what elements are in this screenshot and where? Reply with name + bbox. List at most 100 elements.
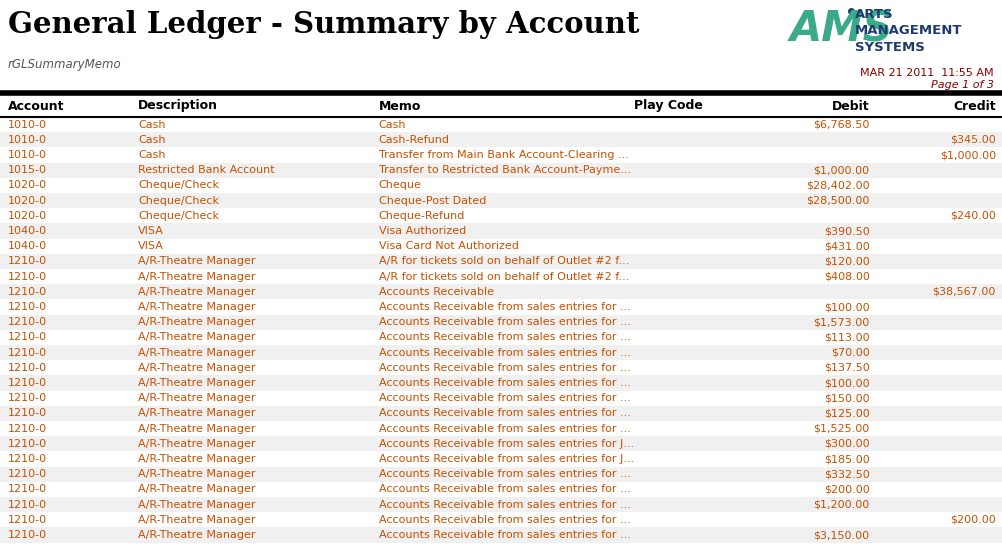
Text: Cash: Cash <box>138 135 165 145</box>
Text: Credit: Credit <box>953 100 996 113</box>
Text: Visa Authorized: Visa Authorized <box>379 226 466 236</box>
Text: $200.00: $200.00 <box>950 515 996 525</box>
Text: 1210-0: 1210-0 <box>8 530 47 540</box>
Text: $240.00: $240.00 <box>950 211 996 221</box>
Text: Visa Card Not Authorized: Visa Card Not Authorized <box>379 241 519 251</box>
Bar <box>0 95 1002 117</box>
Text: 1020-0: 1020-0 <box>8 211 47 221</box>
Bar <box>0 147 1002 163</box>
Text: Accounts Receivable from sales entries for ...: Accounts Receivable from sales entries f… <box>379 302 630 312</box>
Text: Transfer to Restricted Bank Account-Payme...: Transfer to Restricted Bank Account-Paym… <box>379 165 631 175</box>
Text: Description: Description <box>138 100 218 113</box>
Text: $113.00: $113.00 <box>824 332 870 342</box>
Bar <box>0 299 1002 314</box>
Text: A/R for tickets sold on behalf of Outlet #2 f...: A/R for tickets sold on behalf of Outlet… <box>379 271 629 282</box>
Text: rGLSummaryMemo: rGLSummaryMemo <box>8 58 122 71</box>
Text: Accounts Receivable from sales entries for J...: Accounts Receivable from sales entries f… <box>379 454 634 464</box>
Text: Accounts Receivable from sales entries for ...: Accounts Receivable from sales entries f… <box>379 409 630 418</box>
Text: Accounts Receivable from sales entries for J...: Accounts Receivable from sales entries f… <box>379 439 634 449</box>
Text: 1210-0: 1210-0 <box>8 499 47 510</box>
Text: Transfer from Main Bank Account-Clearing ...: Transfer from Main Bank Account-Clearing… <box>379 150 628 160</box>
Text: A/R-Theatre Manager: A/R-Theatre Manager <box>138 424 256 434</box>
Text: Cheque/Check: Cheque/Check <box>138 196 219 206</box>
Text: 1020-0: 1020-0 <box>8 196 47 206</box>
Bar <box>0 467 1002 482</box>
Text: $28,500.00: $28,500.00 <box>807 196 870 206</box>
Bar <box>0 406 1002 421</box>
Bar <box>0 452 1002 467</box>
Text: 1210-0: 1210-0 <box>8 332 47 342</box>
Text: $1,200.00: $1,200.00 <box>814 499 870 510</box>
Text: Restricted Bank Account: Restricted Bank Account <box>138 165 275 175</box>
Text: A/R-Theatre Manager: A/R-Theatre Manager <box>138 484 256 494</box>
Text: $28,402.00: $28,402.00 <box>807 181 870 190</box>
Bar <box>0 330 1002 345</box>
Text: Accounts Receivable from sales entries for ...: Accounts Receivable from sales entries f… <box>379 515 630 525</box>
Text: 1210-0: 1210-0 <box>8 515 47 525</box>
Text: 1010-0: 1010-0 <box>8 120 47 129</box>
Text: A/R-Theatre Manager: A/R-Theatre Manager <box>138 332 256 342</box>
Text: A/R-Theatre Manager: A/R-Theatre Manager <box>138 439 256 449</box>
Text: $3,150.00: $3,150.00 <box>814 530 870 540</box>
Text: Accounts Receivable from sales entries for ...: Accounts Receivable from sales entries f… <box>379 393 630 403</box>
Text: $345.00: $345.00 <box>950 135 996 145</box>
Text: A/R-Theatre Manager: A/R-Theatre Manager <box>138 530 256 540</box>
Bar <box>0 254 1002 269</box>
Bar <box>0 391 1002 406</box>
Text: A/R-Theatre Manager: A/R-Theatre Manager <box>138 469 256 479</box>
Text: $431.00: $431.00 <box>824 241 870 251</box>
Bar <box>0 314 1002 330</box>
Text: Accounts Receivable from sales entries for ...: Accounts Receivable from sales entries f… <box>379 378 630 388</box>
Text: VISA: VISA <box>138 226 164 236</box>
Text: 1210-0: 1210-0 <box>8 317 47 327</box>
Text: A/R for tickets sold on behalf of Outlet #2 f...: A/R for tickets sold on behalf of Outlet… <box>379 256 629 267</box>
Text: 1210-0: 1210-0 <box>8 348 47 357</box>
Text: 1020-0: 1020-0 <box>8 181 47 190</box>
Bar <box>0 117 1002 132</box>
Text: 1010-0: 1010-0 <box>8 150 47 160</box>
Text: A/R-Theatre Manager: A/R-Theatre Manager <box>138 348 256 357</box>
Bar <box>0 375 1002 391</box>
Text: Cheque-Refund: Cheque-Refund <box>379 211 465 221</box>
Text: General Ledger - Summary by Account: General Ledger - Summary by Account <box>8 10 639 39</box>
Bar <box>0 239 1002 254</box>
Text: Account: Account <box>8 100 64 113</box>
Text: Accounts Receivable from sales entries for ...: Accounts Receivable from sales entries f… <box>379 484 630 494</box>
Text: Cash: Cash <box>138 120 165 129</box>
Text: A/R-Theatre Manager: A/R-Theatre Manager <box>138 454 256 464</box>
Text: $1,000.00: $1,000.00 <box>940 150 996 160</box>
Bar <box>0 163 1002 178</box>
Bar <box>0 208 1002 224</box>
Text: A/R-Theatre Manager: A/R-Theatre Manager <box>138 409 256 418</box>
Text: Cash: Cash <box>379 120 406 129</box>
Bar <box>0 482 1002 497</box>
Text: A/R-Theatre Manager: A/R-Theatre Manager <box>138 363 256 373</box>
Text: Cheque/Check: Cheque/Check <box>138 181 219 190</box>
Text: $125.00: $125.00 <box>824 409 870 418</box>
Text: 1210-0: 1210-0 <box>8 439 47 449</box>
Text: $1,573.00: $1,573.00 <box>814 317 870 327</box>
Text: Cheque/Check: Cheque/Check <box>138 211 219 221</box>
Text: $100.00: $100.00 <box>824 378 870 388</box>
Text: 1210-0: 1210-0 <box>8 271 47 282</box>
Text: Cash: Cash <box>138 150 165 160</box>
Text: $38,567.00: $38,567.00 <box>933 287 996 297</box>
Bar <box>0 542 1002 544</box>
Bar <box>0 178 1002 193</box>
Text: 1210-0: 1210-0 <box>8 256 47 267</box>
Text: Accounts Receivable: Accounts Receivable <box>379 287 494 297</box>
Bar <box>0 345 1002 360</box>
Text: A/R-Theatre Manager: A/R-Theatre Manager <box>138 393 256 403</box>
Text: Accounts Receivable from sales entries for ...: Accounts Receivable from sales entries f… <box>379 424 630 434</box>
Bar <box>0 527 1002 542</box>
Text: VISA: VISA <box>138 241 164 251</box>
Text: $70.00: $70.00 <box>831 348 870 357</box>
Bar <box>0 360 1002 375</box>
Text: Debit: Debit <box>832 100 870 113</box>
Text: 1210-0: 1210-0 <box>8 287 47 297</box>
Text: Accounts Receivable from sales entries for ...: Accounts Receivable from sales entries f… <box>379 499 630 510</box>
Text: A/R-Theatre Manager: A/R-Theatre Manager <box>138 378 256 388</box>
Text: AMS: AMS <box>790 8 894 50</box>
Text: Cheque: Cheque <box>379 181 422 190</box>
Bar <box>0 421 1002 436</box>
